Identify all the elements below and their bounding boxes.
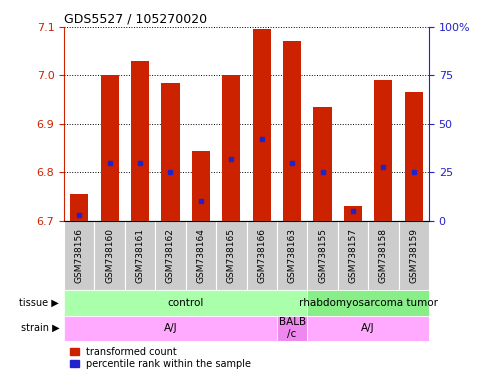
FancyBboxPatch shape [64,221,95,290]
Text: GDS5527 / 105270020: GDS5527 / 105270020 [64,13,207,26]
Text: control: control [168,298,204,308]
Bar [101,75,119,221]
Bar [252,29,271,221]
FancyBboxPatch shape [64,316,277,341]
FancyBboxPatch shape [307,290,429,316]
FancyBboxPatch shape [246,221,277,290]
Text: A/J: A/J [164,323,177,333]
Bar [222,75,241,221]
Bar [70,194,88,221]
Bar [314,107,332,221]
FancyBboxPatch shape [307,221,338,290]
Text: rhabdomyosarcoma tumor: rhabdomyosarcoma tumor [299,298,438,308]
FancyBboxPatch shape [338,221,368,290]
Text: strain ▶: strain ▶ [21,323,59,333]
Text: tissue ▶: tissue ▶ [19,298,59,308]
FancyBboxPatch shape [398,221,429,290]
Text: GSM738161: GSM738161 [136,228,144,283]
Text: GSM738160: GSM738160 [105,228,114,283]
FancyBboxPatch shape [95,221,125,290]
Bar [192,151,210,221]
FancyBboxPatch shape [186,221,216,290]
FancyBboxPatch shape [125,221,155,290]
Bar [374,80,392,221]
FancyBboxPatch shape [277,221,307,290]
Text: GSM738159: GSM738159 [409,228,418,283]
Text: GSM738156: GSM738156 [75,228,84,283]
Text: GSM738155: GSM738155 [318,228,327,283]
Text: BALB
/c: BALB /c [279,318,306,339]
Bar [344,206,362,221]
Bar [405,92,423,221]
Legend: transformed count, percentile rank within the sample: transformed count, percentile rank withi… [69,346,252,370]
Bar [131,61,149,221]
Text: GSM738157: GSM738157 [349,228,357,283]
Text: GSM738166: GSM738166 [257,228,266,283]
Text: GSM738158: GSM738158 [379,228,388,283]
Bar [161,83,179,221]
FancyBboxPatch shape [368,221,398,290]
Text: A/J: A/J [361,323,375,333]
Text: GSM738165: GSM738165 [227,228,236,283]
Text: GSM738164: GSM738164 [196,228,206,283]
Text: GSM738163: GSM738163 [287,228,297,283]
FancyBboxPatch shape [277,316,307,341]
Text: GSM738162: GSM738162 [166,228,175,283]
FancyBboxPatch shape [155,221,186,290]
Bar [283,41,301,221]
FancyBboxPatch shape [307,316,429,341]
FancyBboxPatch shape [216,221,246,290]
FancyBboxPatch shape [64,290,307,316]
